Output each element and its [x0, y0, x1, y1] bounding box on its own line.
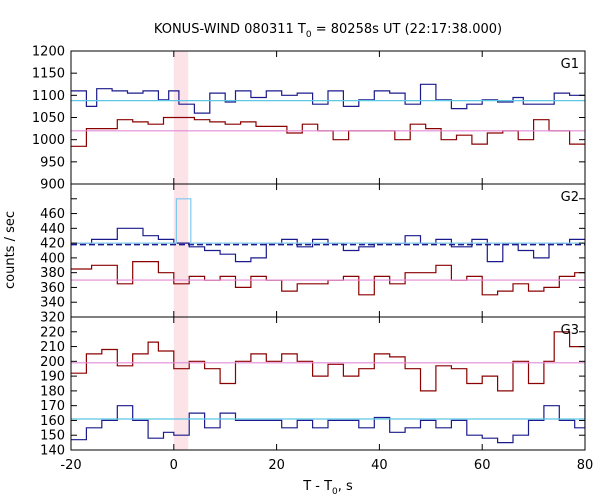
- y-tick-label: 400: [40, 251, 65, 266]
- series-step-blue-step: [71, 405, 585, 444]
- trigger-highlight-band: [173, 317, 189, 450]
- y-axis-label: counts / sec: [3, 211, 18, 289]
- y-tick-label: 1000: [32, 133, 65, 148]
- y-tick-label: 220: [40, 325, 65, 340]
- series-step-red-step: [71, 331, 585, 392]
- y-tick-label: 380: [40, 266, 65, 281]
- chart-title-subscript: 0: [306, 30, 312, 40]
- x-tick-label: 80: [577, 458, 594, 473]
- x-tick-label: 20: [268, 458, 285, 473]
- x-tick-label: 60: [474, 458, 491, 473]
- y-tick-label: 1100: [32, 89, 65, 104]
- chart-title: KONUS-WIND 080311 T0 = 80258s UT (22:17:…: [154, 22, 502, 40]
- y-tick-label: 190: [40, 370, 65, 385]
- series-step-blue-step: [71, 83, 585, 114]
- panel-frame: [70, 50, 586, 185]
- y-tick-label: 150: [40, 429, 65, 444]
- chart-title-main: KONUS-WIND 080311 T: [154, 22, 306, 37]
- y-tick-label: 950: [40, 155, 65, 170]
- y-tick-label: 170: [40, 399, 65, 414]
- series-step-red-step: [71, 116, 585, 147]
- y-tick-label: 420: [40, 237, 65, 252]
- panel-plot-area: [71, 331, 585, 444]
- y-tick-label: 360: [40, 281, 65, 296]
- panel-label: G2: [561, 190, 579, 205]
- panel-label: G3: [561, 323, 579, 338]
- x-tick-label: 0: [170, 458, 178, 473]
- series-step-light-blue-step: [71, 198, 585, 244]
- y-tick-label: 460: [40, 207, 65, 222]
- x-axis-label: T - T0, s: [302, 479, 353, 497]
- series-step-red-step: [71, 261, 585, 296]
- y-tick-label: 140: [40, 444, 65, 459]
- panel-plot-area: [71, 198, 585, 296]
- y-tick-label: 440: [40, 222, 65, 237]
- chart-title-rest: = 80258s UT (22:17:38.000): [312, 22, 502, 37]
- panel-plot-area: [71, 83, 585, 147]
- y-tick-label: 160: [40, 414, 65, 429]
- panel-frame: [70, 183, 586, 318]
- panel-label: G1: [561, 57, 579, 72]
- y-tick-label: 200: [40, 355, 65, 370]
- y-tick-label: 1150: [32, 67, 65, 82]
- panels-group: 900 950 1000 1050 1100 1150 1200 G1 320340360380…: [32, 45, 593, 474]
- y-tick-label: 1200: [32, 45, 65, 60]
- y-tick-label: 340: [40, 296, 65, 311]
- x-axis-label-rest: , s: [338, 479, 353, 494]
- x-tick-label: 40: [371, 458, 388, 473]
- x-axis-label-main: T - T: [302, 479, 332, 494]
- y-tick-label: 320: [40, 311, 65, 326]
- y-tick-label: 210: [40, 340, 65, 355]
- y-tick-label: 1050: [32, 111, 65, 126]
- panel-frame: [70, 316, 586, 451]
- panel-g1: 900 950 1000 1050 1100 1150 1200 G1: [32, 45, 586, 193]
- y-tick-label: 180: [40, 384, 65, 399]
- x-tick-label: -20: [60, 458, 81, 473]
- x-axis-label-subscript: 0: [332, 487, 338, 497]
- y-tick-label: 900: [40, 178, 65, 193]
